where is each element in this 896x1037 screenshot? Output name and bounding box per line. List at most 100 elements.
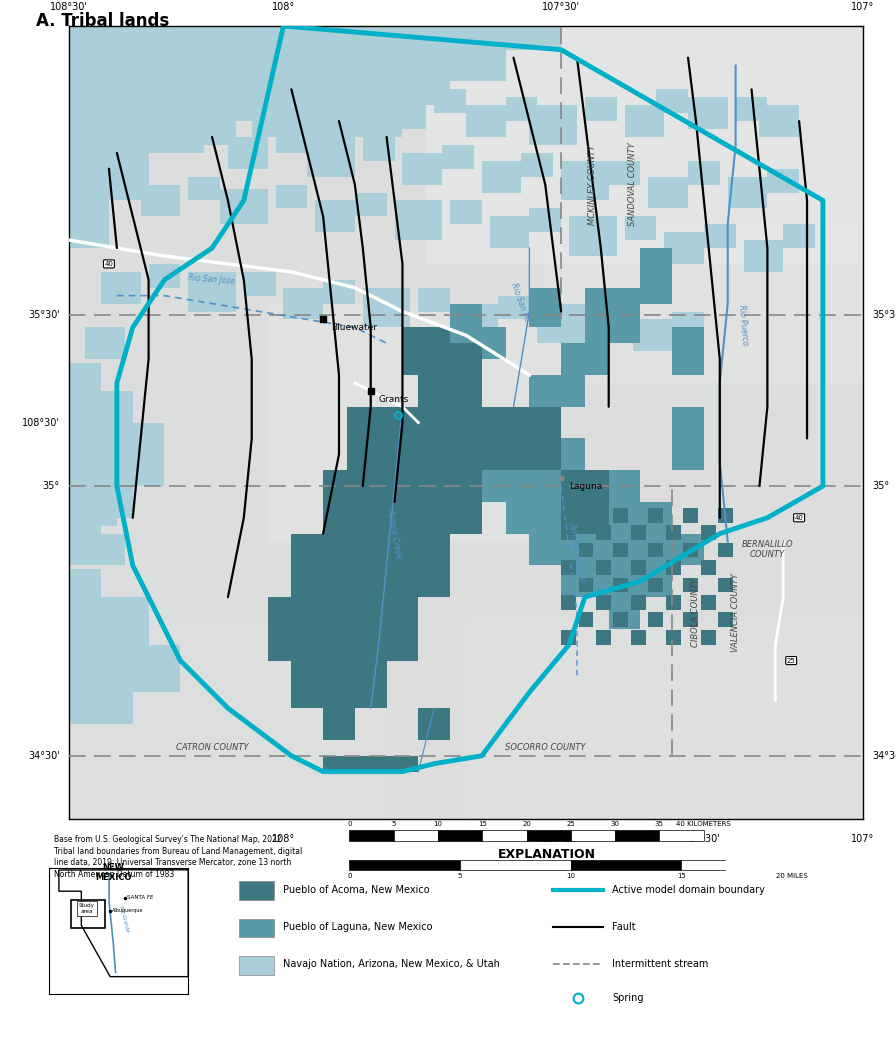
- Bar: [649, 578, 663, 592]
- Text: 25: 25: [566, 821, 575, 828]
- Text: 40: 40: [795, 514, 804, 521]
- Bar: [579, 613, 593, 627]
- Bar: [165, 133, 188, 152]
- Text: Pueblo of Acoma, New Mexico: Pueblo of Acoma, New Mexico: [283, 885, 430, 895]
- Bar: [530, 106, 577, 145]
- Bar: [688, 97, 728, 129]
- Bar: [719, 508, 733, 523]
- Bar: [569, 217, 616, 256]
- Bar: [239, 956, 274, 975]
- Text: 35°30': 35°30': [872, 310, 896, 320]
- Text: 108°: 108°: [271, 2, 295, 11]
- Bar: [466, 621, 863, 819]
- Text: Arroyo Colorado: Arroyo Colorado: [567, 521, 587, 583]
- Text: 5: 5: [458, 873, 462, 879]
- Bar: [596, 595, 611, 610]
- Bar: [109, 169, 141, 193]
- Bar: [649, 176, 688, 208]
- Bar: [204, 121, 236, 145]
- Text: 34°30': 34°30': [28, 751, 60, 761]
- Polygon shape: [69, 597, 180, 724]
- Text: 20: 20: [522, 821, 531, 828]
- Polygon shape: [482, 248, 704, 628]
- Bar: [666, 560, 681, 574]
- Text: 15: 15: [478, 821, 487, 828]
- Polygon shape: [402, 328, 450, 375]
- Text: Pueblo of Laguna, New Mexico: Pueblo of Laguna, New Mexico: [283, 922, 433, 932]
- Bar: [276, 129, 307, 152]
- Bar: [458, 304, 497, 335]
- Polygon shape: [59, 870, 188, 977]
- Bar: [490, 217, 530, 248]
- Bar: [133, 50, 172, 82]
- Bar: [579, 578, 593, 592]
- Text: 40: 40: [105, 261, 114, 267]
- Bar: [659, 830, 703, 841]
- Bar: [188, 176, 220, 200]
- Text: 34°30': 34°30': [872, 751, 896, 761]
- Text: 10: 10: [566, 873, 575, 879]
- Polygon shape: [672, 328, 704, 375]
- Bar: [649, 542, 663, 558]
- Text: BERNALILLO
COUNTY: BERNALILLO COUNTY: [742, 540, 793, 559]
- Bar: [719, 542, 733, 558]
- Bar: [585, 97, 616, 121]
- Bar: [125, 113, 157, 137]
- Bar: [69, 426, 101, 454]
- Bar: [614, 578, 628, 592]
- Bar: [561, 595, 576, 610]
- Bar: [283, 287, 323, 319]
- Bar: [608, 161, 641, 185]
- Bar: [664, 232, 704, 264]
- Text: 0: 0: [347, 873, 352, 879]
- Polygon shape: [672, 407, 704, 470]
- Text: Albuquerque: Albuquerque: [112, 908, 143, 914]
- Bar: [141, 185, 180, 217]
- Bar: [701, 595, 716, 610]
- Text: EXPLANATION: EXPLANATION: [497, 848, 596, 862]
- Bar: [69, 569, 101, 597]
- Bar: [239, 919, 274, 937]
- Text: 107°30': 107°30': [542, 834, 580, 843]
- Bar: [355, 193, 386, 217]
- Bar: [363, 287, 410, 328]
- Text: 107°: 107°: [851, 2, 874, 11]
- Text: Laguna: Laguna: [569, 482, 602, 492]
- Bar: [684, 613, 698, 627]
- Bar: [561, 629, 576, 645]
- Polygon shape: [530, 287, 561, 328]
- Text: SANTA FE: SANTA FE: [127, 895, 153, 900]
- Bar: [631, 525, 646, 540]
- Bar: [69, 649, 101, 676]
- Bar: [701, 525, 716, 540]
- Bar: [596, 629, 611, 645]
- Bar: [505, 97, 538, 121]
- Text: Fault: Fault: [613, 922, 636, 932]
- Bar: [546, 224, 863, 383]
- Bar: [666, 595, 681, 610]
- Text: 35°: 35°: [872, 481, 889, 492]
- Text: NEW
MEXICO: NEW MEXICO: [95, 863, 132, 882]
- Bar: [538, 304, 585, 343]
- Text: Navajo Nation, Arizona, New Mexico, & Utah: Navajo Nation, Arizona, New Mexico, & Ut…: [283, 959, 500, 970]
- Bar: [649, 613, 663, 627]
- Bar: [684, 508, 698, 523]
- Bar: [614, 508, 628, 523]
- Bar: [349, 860, 461, 870]
- Polygon shape: [505, 407, 561, 470]
- Bar: [684, 542, 698, 558]
- Text: 30: 30: [610, 821, 619, 828]
- Text: 10: 10: [434, 821, 443, 828]
- Bar: [631, 629, 646, 645]
- Bar: [180, 82, 212, 106]
- Bar: [466, 105, 505, 137]
- Polygon shape: [418, 304, 505, 391]
- Bar: [101, 272, 141, 304]
- Text: 107°: 107°: [851, 834, 874, 843]
- Bar: [244, 89, 283, 121]
- Text: 5: 5: [392, 821, 396, 828]
- Bar: [69, 486, 116, 526]
- Bar: [614, 542, 628, 558]
- Bar: [701, 629, 716, 645]
- Bar: [438, 830, 482, 841]
